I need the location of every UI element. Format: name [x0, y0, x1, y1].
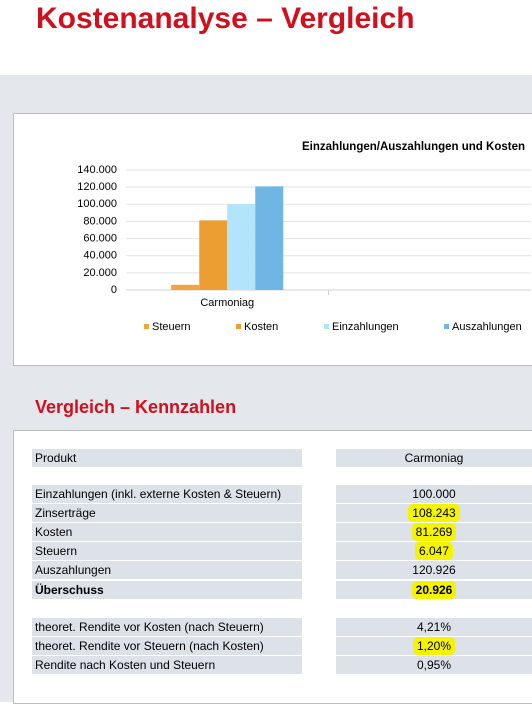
bar	[199, 220, 228, 290]
y-tick-label: 20.000	[83, 267, 117, 279]
cell-value: 120.926	[412, 563, 456, 577]
header-cell: Produkt	[32, 449, 302, 467]
table-row: Kosten 81.269	[32, 523, 532, 541]
y-tick-label: 120.000	[77, 181, 117, 193]
y-tick-label: 60.000	[83, 232, 117, 244]
cell: theoret. Rendite vor Kosten (nach Steuer…	[32, 618, 302, 636]
cell-value: 1,20%	[412, 637, 456, 655]
table-row: theoret. Rendite vor Kosten (nach Steuer…	[32, 618, 532, 636]
cell: 4,21%	[336, 618, 532, 636]
y-tick-label: 0	[111, 284, 117, 296]
cell: 1,20%	[336, 637, 532, 655]
bar	[171, 284, 200, 290]
table-row: Auszahlungen 120.926	[32, 561, 532, 579]
table-header: Produkt Carmoniag	[32, 449, 532, 467]
cell-value: 6.047	[414, 542, 454, 560]
chart-title: Einzahlungen/Auszahlungen und Kosten	[302, 141, 525, 153]
cell-value: 81.269	[411, 523, 457, 541]
cell: Kosten	[32, 523, 302, 541]
legend-swatch	[236, 324, 241, 329]
legend-label: Auszahlungen	[452, 321, 522, 333]
legend-swatch	[324, 324, 329, 329]
legend-label: Einzahlungen	[332, 321, 399, 333]
legend-label: Steuern	[152, 321, 191, 333]
cell-value: 108.243	[408, 504, 460, 522]
cell: Auszahlungen	[32, 561, 302, 579]
table-row: Steuern 6.047	[32, 542, 532, 560]
legend-swatch	[444, 324, 449, 329]
cell: 81.269	[336, 523, 532, 541]
cell: 0,95%	[336, 656, 532, 674]
cell: 20.926	[336, 581, 532, 599]
cell: theoret. Rendite vor Steuern (nach Koste…	[32, 637, 302, 655]
y-tick-label: 100.000	[77, 198, 117, 210]
table-row: theoret. Rendite vor Steuern (nach Koste…	[32, 637, 532, 655]
cell-value: 0,95%	[416, 658, 452, 672]
chart-box: Einzahlungen/Auszahlungen und Kosten 0 20…	[13, 113, 532, 366]
chart: Einzahlungen/Auszahlungen und Kosten 0 20…	[77, 141, 531, 333]
header-cell: Carmoniag	[336, 449, 532, 467]
table-row: Überschuss 20.926	[32, 581, 532, 599]
y-tick-label: 40.000	[83, 250, 117, 262]
section-title: Vergleich – Kennzahlen	[35, 397, 237, 417]
cell: 100.000	[336, 485, 532, 503]
cell-value: 100.000	[412, 487, 456, 501]
legend-swatch	[144, 324, 149, 329]
cell: Zinserträge	[32, 504, 302, 522]
y-tick-label: 140.000	[77, 164, 117, 176]
cell: 6.047	[336, 542, 532, 560]
cell: 108.243	[336, 504, 532, 522]
cell: Steuern	[32, 542, 302, 560]
legend-label: Kosten	[244, 321, 278, 333]
cell: Rendite nach Kosten und Steuern	[32, 656, 302, 674]
table-row: Rendite nach Kosten und Steuern 0,95%	[32, 656, 532, 674]
bar	[227, 204, 256, 290]
table-row: Zinserträge 108.243	[32, 504, 532, 522]
cell-value: 20.926	[411, 581, 457, 599]
cell: 120.926	[336, 561, 532, 579]
cell-value: 4,21%	[416, 620, 452, 634]
y-tick-label: 80.000	[83, 215, 117, 227]
bar	[255, 186, 284, 290]
cell: Einzahlungen (inkl. externe Kosten & Ste…	[32, 485, 302, 503]
cell: Überschuss	[32, 581, 302, 599]
x-tick-label: Carmoniag	[200, 297, 254, 309]
table-row: Einzahlungen (inkl. externe Kosten & Ste…	[32, 485, 532, 503]
page-title: Kostenanalyse – Vergleich	[36, 2, 415, 35]
